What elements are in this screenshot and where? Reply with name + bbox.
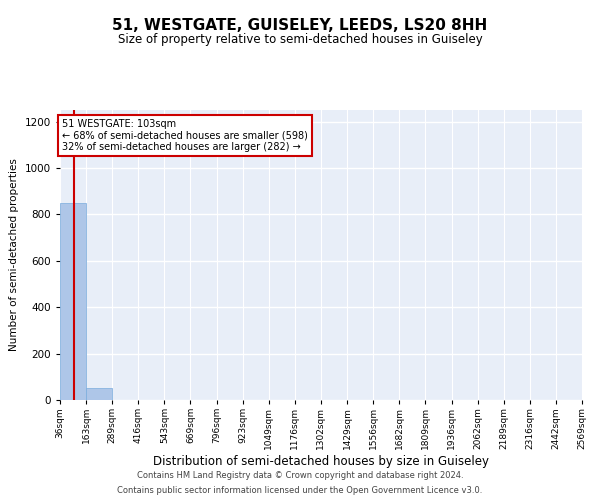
Bar: [86, 388, 112, 400]
Bar: [60, 203, 86, 400]
Text: Contains public sector information licensed under the Open Government Licence v3: Contains public sector information licen…: [118, 486, 482, 495]
Text: Size of property relative to semi-detached houses in Guiseley: Size of property relative to semi-detach…: [118, 32, 482, 46]
X-axis label: Distribution of semi-detached houses by size in Guiseley: Distribution of semi-detached houses by …: [153, 454, 489, 468]
Text: 51 WESTGATE: 103sqm
← 68% of semi-detached houses are smaller (598)
32% of semi-: 51 WESTGATE: 103sqm ← 68% of semi-detach…: [62, 120, 308, 152]
Text: 51, WESTGATE, GUISELEY, LEEDS, LS20 8HH: 51, WESTGATE, GUISELEY, LEEDS, LS20 8HH: [112, 18, 488, 32]
Text: Contains HM Land Registry data © Crown copyright and database right 2024.: Contains HM Land Registry data © Crown c…: [137, 471, 463, 480]
Y-axis label: Number of semi-detached properties: Number of semi-detached properties: [9, 158, 19, 352]
